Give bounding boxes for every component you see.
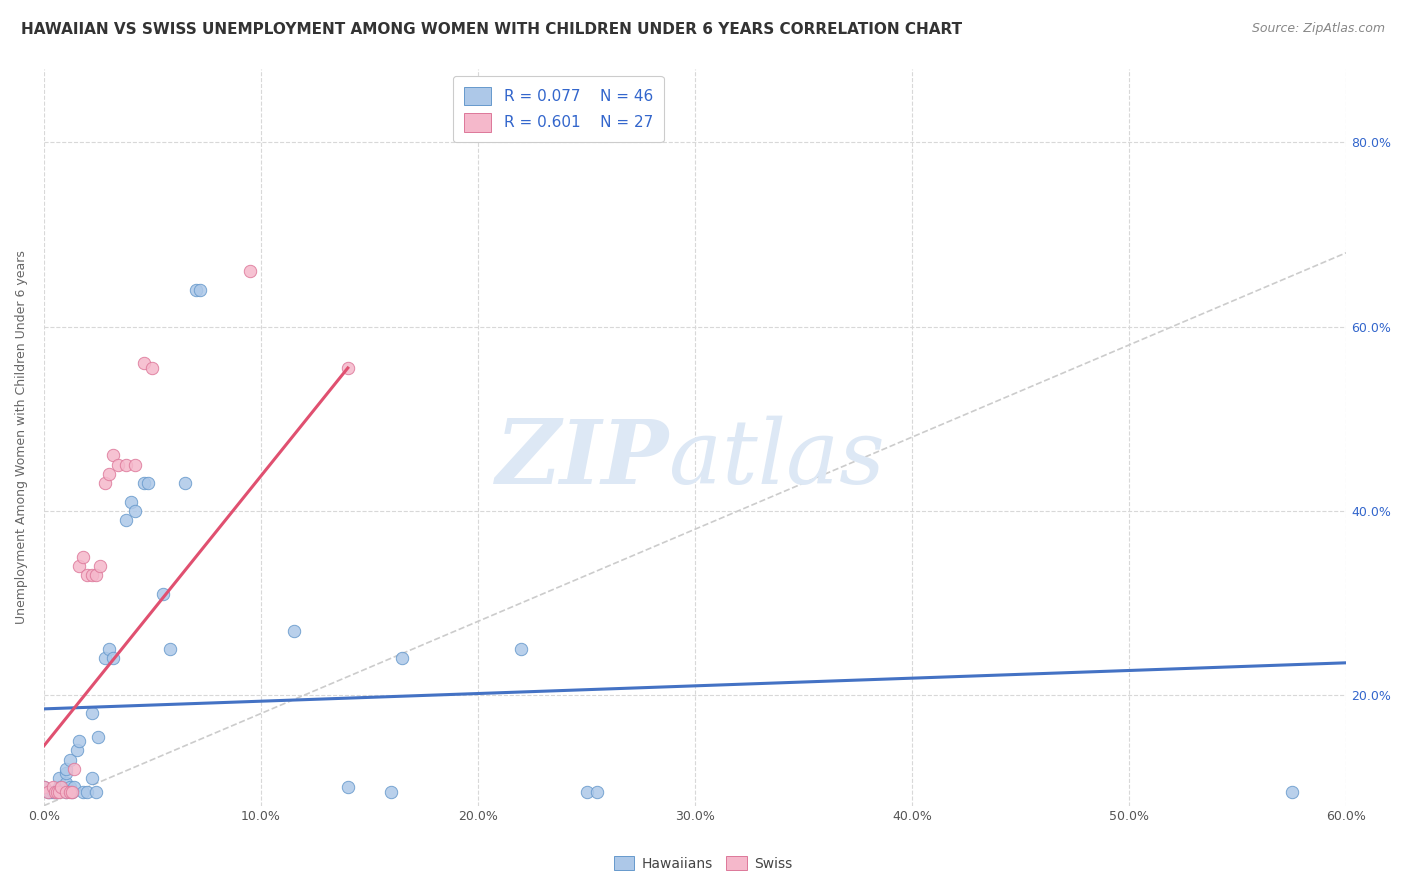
Point [586, 785, 609, 799]
Point [239, 264, 262, 278]
Point [98, 642, 121, 657]
Point [510, 642, 533, 657]
Point [103, 449, 125, 463]
Point [63, 762, 86, 776]
Point [87, 730, 110, 744]
Text: atlas: atlas [669, 416, 884, 502]
Point [107, 458, 129, 472]
Point [32, 780, 55, 795]
Point [124, 458, 146, 472]
Point [32, 780, 55, 795]
Point [44, 785, 66, 799]
Point [159, 642, 181, 657]
Point [93, 651, 115, 665]
Point [59, 785, 82, 799]
Point [336, 361, 359, 376]
Point [98, 467, 121, 481]
Point [80, 771, 103, 785]
Point [391, 651, 413, 665]
Point [84, 568, 107, 582]
Point [37, 785, 59, 799]
Point [59, 753, 82, 767]
Point [60, 785, 83, 799]
Point [132, 356, 155, 370]
Point [141, 361, 163, 376]
Point [136, 476, 159, 491]
Y-axis label: Unemployment Among Women with Children Under 6 years: Unemployment Among Women with Children U… [15, 250, 28, 624]
Point [188, 283, 211, 297]
Point [120, 494, 142, 508]
Point [380, 785, 402, 799]
Point [55, 762, 77, 776]
Point [115, 513, 138, 527]
Point [55, 775, 77, 789]
Point [55, 766, 77, 780]
Text: ZIP: ZIP [496, 416, 669, 502]
Point [60, 785, 83, 799]
Point [283, 624, 305, 638]
Point [184, 283, 207, 297]
Point [51, 780, 73, 795]
Point [39, 785, 62, 799]
Point [115, 458, 138, 472]
Legend: R = 0.077    N = 46, R = 0.601    N = 27: R = 0.077 N = 46, R = 0.601 N = 27 [453, 76, 664, 143]
Point [48, 785, 70, 799]
Text: HAWAIIAN VS SWISS UNEMPLOYMENT AMONG WOMEN WITH CHILDREN UNDER 6 YEARS CORRELATI: HAWAIIAN VS SWISS UNEMPLOYMENT AMONG WOM… [21, 22, 962, 37]
Point [76, 785, 98, 799]
Point [46, 785, 69, 799]
Point [80, 706, 103, 721]
Point [51, 780, 73, 795]
Point [67, 559, 90, 574]
Point [89, 559, 111, 574]
Point [132, 476, 155, 491]
Point [1281, 785, 1303, 799]
Point [72, 549, 94, 564]
Point [152, 587, 174, 601]
Point [72, 785, 94, 799]
Point [76, 568, 98, 582]
Point [55, 785, 77, 799]
Point [124, 504, 146, 518]
Point [41, 785, 63, 799]
Point [65, 743, 87, 757]
Point [37, 785, 59, 799]
Legend: Hawaiians, Swiss: Hawaiians, Swiss [607, 850, 799, 876]
Point [48, 771, 70, 785]
Point [93, 476, 115, 491]
Point [575, 785, 598, 799]
Point [174, 476, 197, 491]
Point [84, 785, 107, 799]
Point [336, 780, 359, 795]
Point [103, 651, 125, 665]
Point [44, 785, 66, 799]
Point [67, 734, 90, 748]
Point [41, 780, 63, 795]
Point [48, 780, 70, 795]
Point [46, 785, 69, 799]
Text: Source: ZipAtlas.com: Source: ZipAtlas.com [1251, 22, 1385, 36]
Point [55, 785, 77, 799]
Point [59, 780, 82, 795]
Point [63, 780, 86, 795]
Point [80, 568, 103, 582]
